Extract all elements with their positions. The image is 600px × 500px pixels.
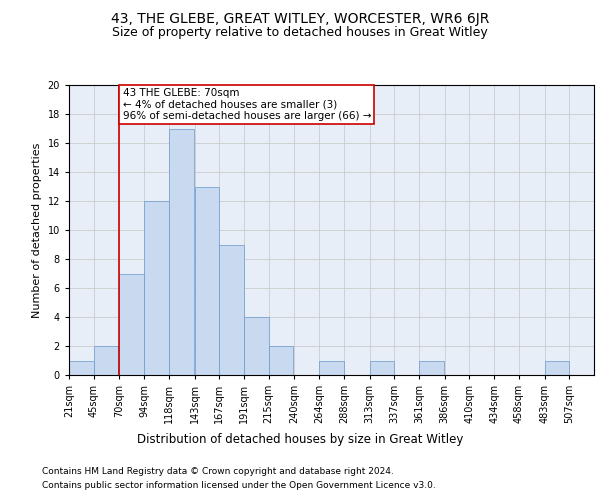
Text: 43 THE GLEBE: 70sqm
← 4% of detached houses are smaller (3)
96% of semi-detached: 43 THE GLEBE: 70sqm ← 4% of detached hou… xyxy=(122,88,371,121)
Bar xyxy=(144,201,169,375)
Bar xyxy=(269,346,293,375)
Text: Contains public sector information licensed under the Open Government Licence v3: Contains public sector information licen… xyxy=(42,481,436,490)
Bar xyxy=(94,346,118,375)
Bar xyxy=(545,360,569,375)
Text: Distribution of detached houses by size in Great Witley: Distribution of detached houses by size … xyxy=(137,432,463,446)
Bar xyxy=(219,244,244,375)
Bar xyxy=(119,274,144,375)
Text: Contains HM Land Registry data © Crown copyright and database right 2024.: Contains HM Land Registry data © Crown c… xyxy=(42,468,394,476)
Text: Size of property relative to detached houses in Great Witley: Size of property relative to detached ho… xyxy=(112,26,488,39)
Y-axis label: Number of detached properties: Number of detached properties xyxy=(32,142,42,318)
Bar xyxy=(319,360,344,375)
Bar xyxy=(244,317,269,375)
Bar xyxy=(419,360,444,375)
Bar xyxy=(69,360,94,375)
Bar xyxy=(169,128,194,375)
Bar xyxy=(194,186,219,375)
Bar xyxy=(370,360,394,375)
Text: 43, THE GLEBE, GREAT WITLEY, WORCESTER, WR6 6JR: 43, THE GLEBE, GREAT WITLEY, WORCESTER, … xyxy=(111,12,489,26)
